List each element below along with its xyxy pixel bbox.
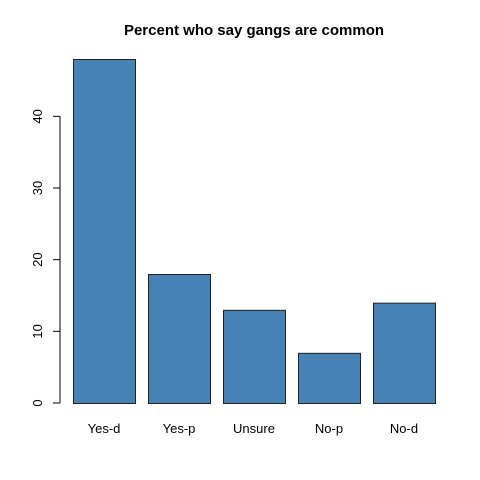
y-axis: 0 10 20 30 40 xyxy=(30,109,61,407)
x-category-label: No-p xyxy=(315,421,343,436)
bar xyxy=(73,59,136,404)
bar xyxy=(373,302,436,404)
x-category-label: No-d xyxy=(390,421,418,436)
bar xyxy=(298,352,361,405)
chart-title: Percent who say gangs are common xyxy=(124,22,384,39)
y-tick-label: 40 xyxy=(30,109,45,123)
y-tick-label: 0 xyxy=(30,399,45,406)
y-tick-label: 20 xyxy=(30,252,45,266)
x-category-label: Yes-p xyxy=(163,421,196,436)
x-category-label: Yes-d xyxy=(88,421,121,436)
y-tick-label: 30 xyxy=(30,181,45,195)
bar xyxy=(223,309,286,405)
x-axis-labels: Yes-d Yes-p Unsure No-p No-d xyxy=(88,421,418,436)
bars xyxy=(73,59,436,405)
y-tick-label: 10 xyxy=(30,324,45,338)
x-category-label: Unsure xyxy=(233,421,275,436)
bar xyxy=(148,274,211,404)
